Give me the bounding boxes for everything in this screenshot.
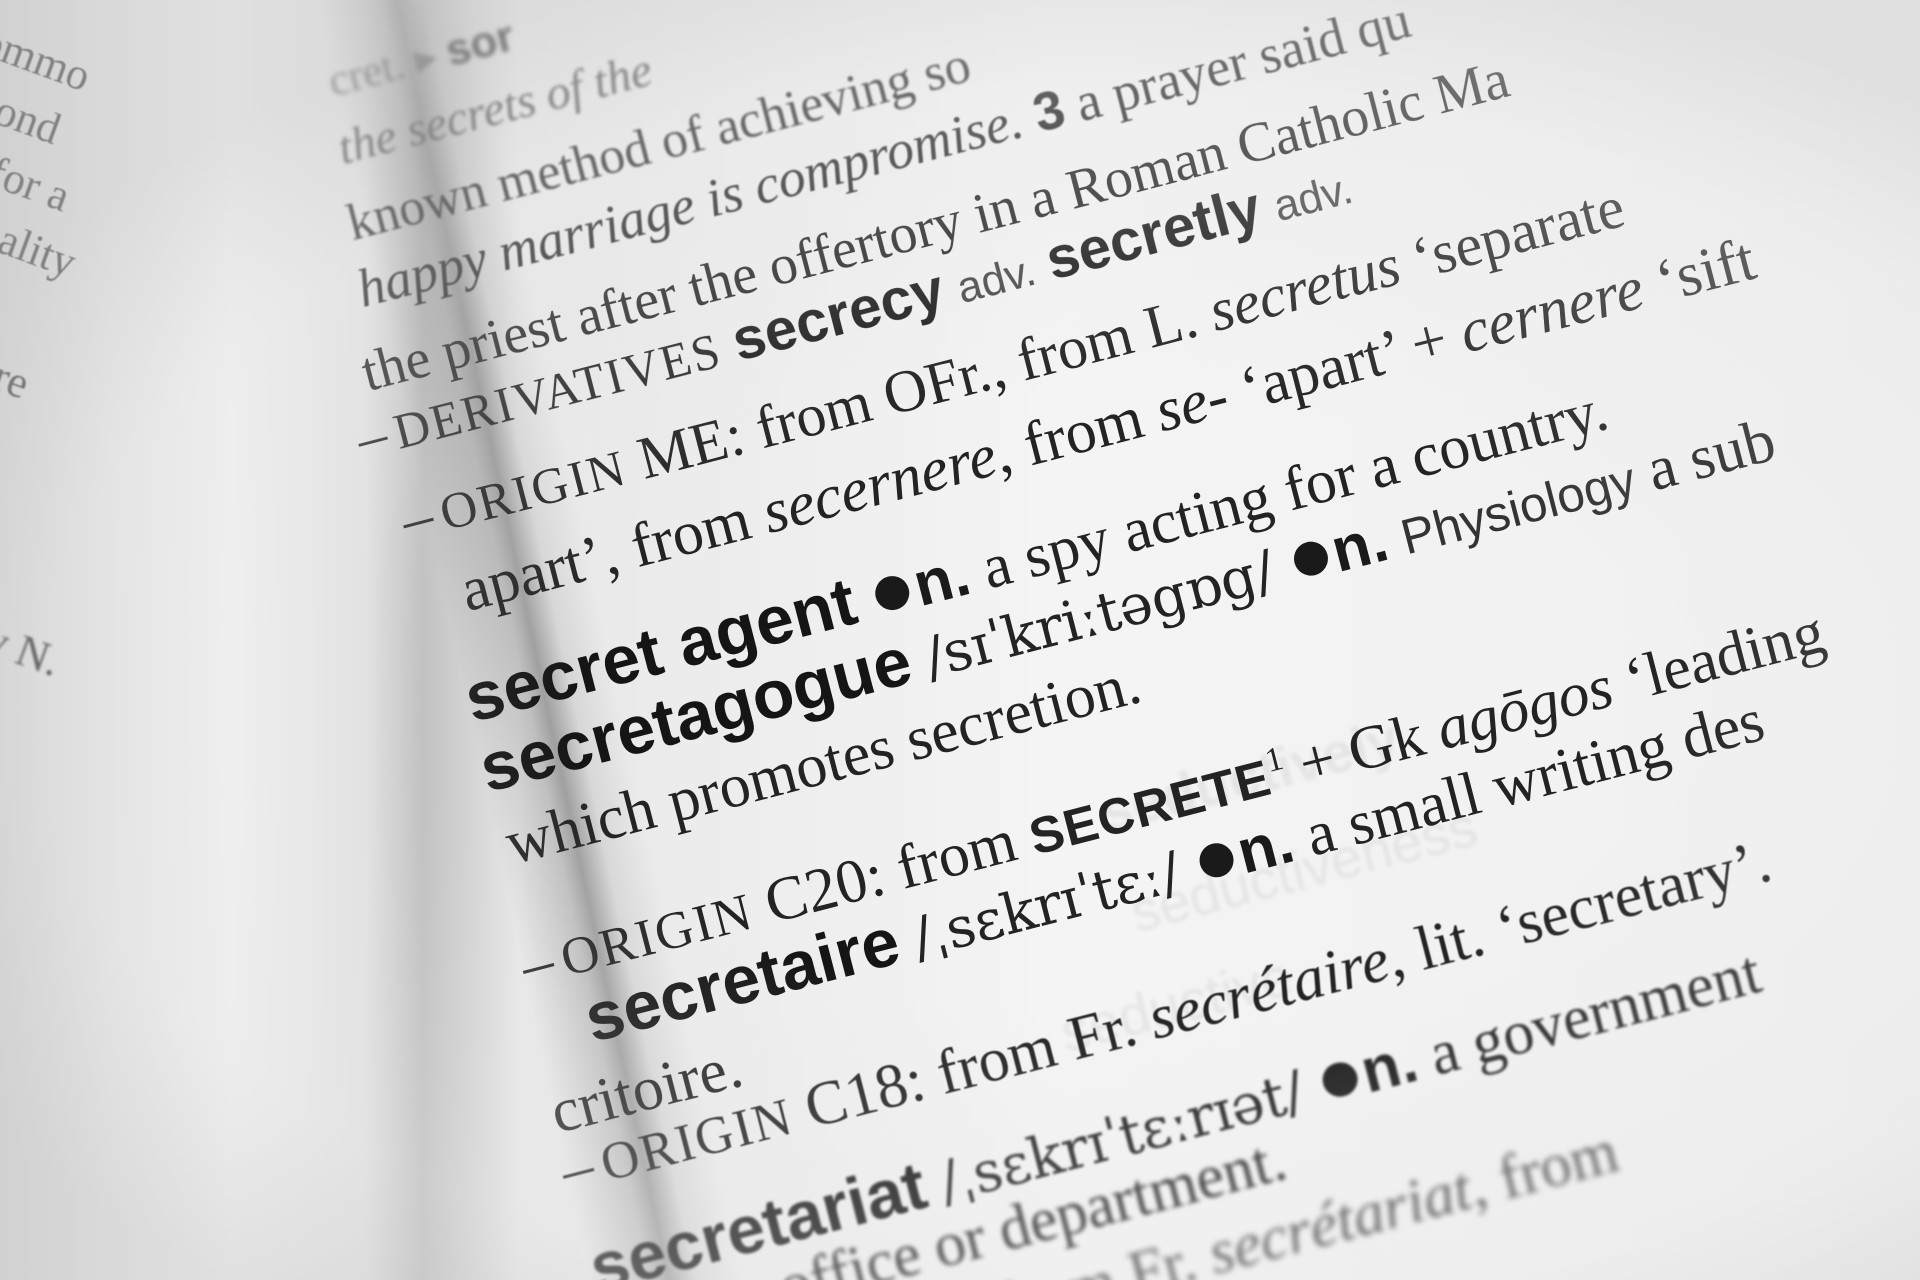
etymon: secrétaire: [1141, 925, 1397, 1053]
xref-arrow-icon: ▸: [408, 30, 443, 84]
part-of-speech: n.: [1230, 806, 1301, 888]
left-line: & law, chiefly N.: [0, 536, 67, 686]
bullet-icon: [1289, 537, 1332, 580]
left-page: commo second ons for a est quality phesi…: [0, 0, 290, 1280]
etymon: se-: [1148, 361, 1236, 446]
bullet-icon: [1195, 839, 1238, 881]
part-of-speech: adv.: [952, 246, 1041, 314]
text: cret.: [323, 39, 410, 106]
text: sor: [440, 11, 519, 76]
text: , from: [986, 383, 1151, 488]
bullet-icon: [871, 572, 914, 614]
text: , from: [1461, 1116, 1626, 1221]
part-of-speech: adv.: [1269, 164, 1358, 232]
bullet-icon: [1319, 1058, 1361, 1101]
text: ‘sift: [1648, 225, 1763, 316]
definition: a sub: [1640, 406, 1783, 505]
part-of-speech: n.: [1324, 505, 1395, 586]
part-of-speech: n.: [906, 539, 977, 621]
part-of-speech: n.: [1353, 1026, 1425, 1107]
right-page: seductively seductiveness seductive cret…: [323, 0, 1920, 1280]
left-line: phesied re: [0, 301, 36, 409]
